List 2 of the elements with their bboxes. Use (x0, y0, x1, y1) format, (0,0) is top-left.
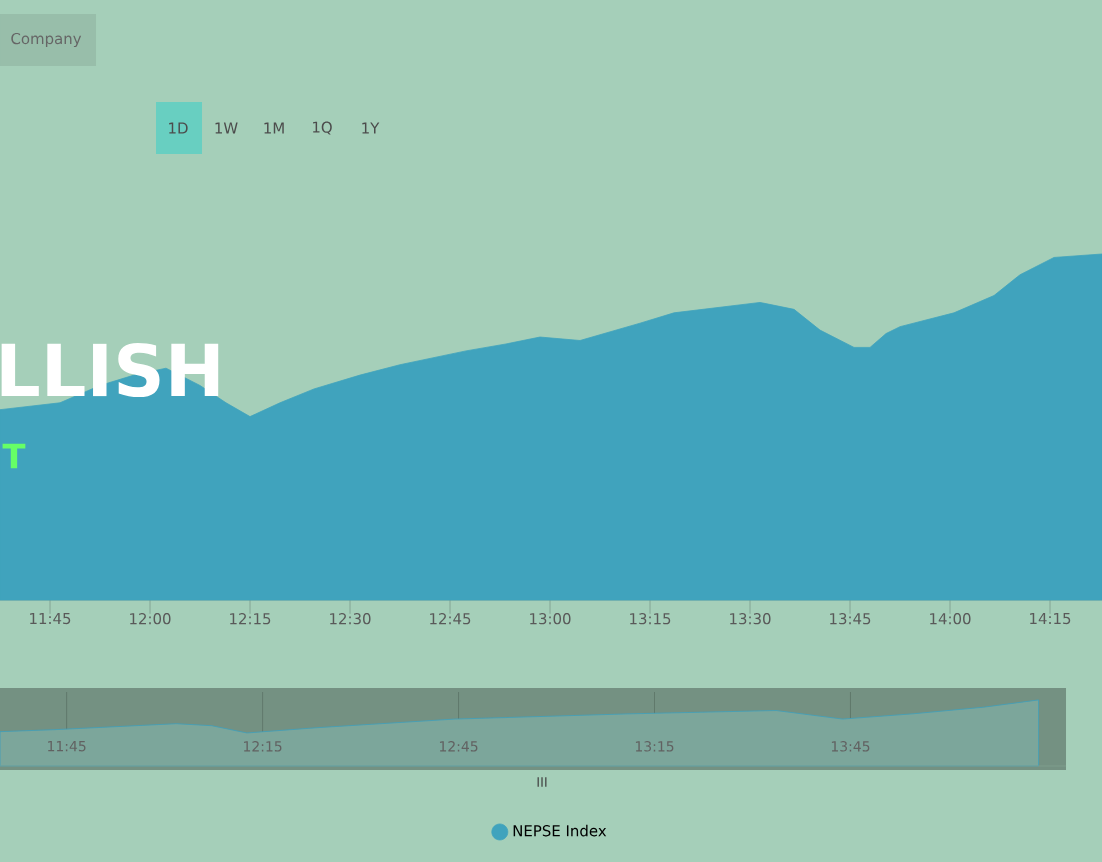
annotation: LLISH (1, 342, 219, 398)
annotation: T (2, 443, 26, 469)
